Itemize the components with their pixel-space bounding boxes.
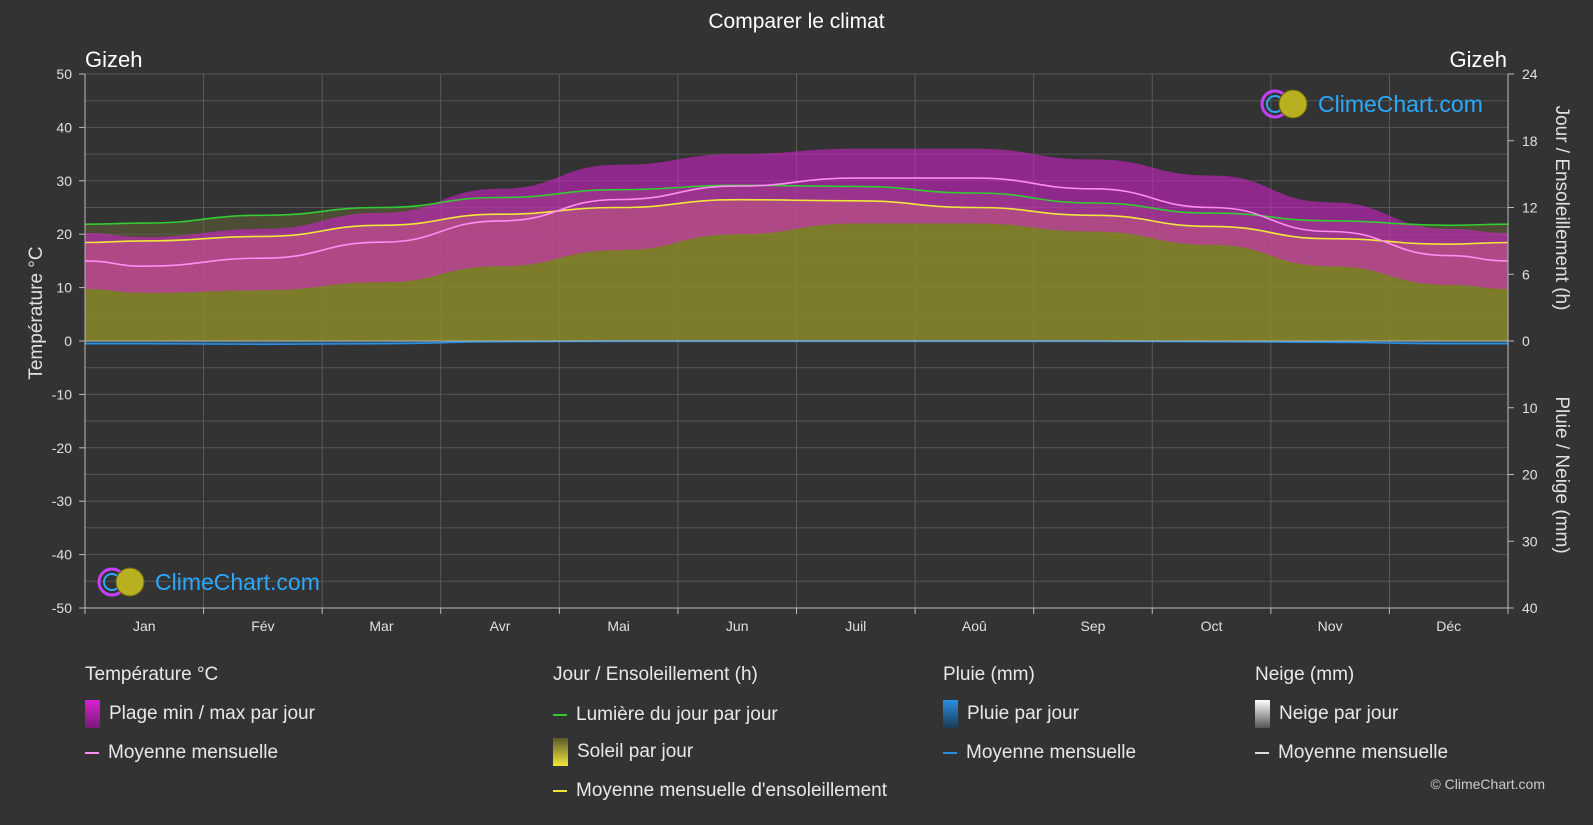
legend-sun-heading: Jour / Ensoleillement (h) [553,664,758,685]
legend-sun-day-label: Soleil par jour [577,741,694,762]
right-bottom-tick-label: 20 [1522,467,1538,483]
legend-snow-heading: Neige (mm) [1255,664,1355,685]
snow-swatch [1255,700,1270,728]
logo-icon [97,567,145,597]
legend-temp-mean: Moyenne mensuelle [85,742,278,764]
left-tick-label: -50 [52,600,72,616]
month-label: Nov [1318,618,1343,634]
month-label: Mar [369,618,393,634]
right-bottom-tick-label: 40 [1522,600,1538,616]
temp-range-swatch [85,700,100,728]
month-label: Jan [133,618,156,634]
rain-swatch [943,700,958,728]
right-top-tick-label: 0 [1522,333,1530,349]
logo-icon [1260,89,1308,119]
rain-bar [85,341,204,344]
legend-rain-day-label: Pluie par jour [967,703,1079,724]
left-tick-label: 20 [56,226,72,242]
month-label: Juil [845,618,866,634]
data-layers [85,148,1508,345]
month-label: Avr [490,618,511,634]
month-label: Oct [1201,618,1223,634]
right-bottom-tick-label: 10 [1522,400,1538,416]
right-top-tick-label: 12 [1522,200,1538,216]
left-tick-label: 30 [56,173,72,189]
month-label: Sep [1080,618,1105,634]
legend-rain-mean-label: Moyenne mensuelle [966,742,1137,763]
temp-range-band [85,148,1508,293]
location-right: Gizeh [1449,47,1507,72]
legend-temp-mean-label: Moyenne mensuelle [108,742,279,763]
daylight-line [85,184,1508,227]
snow-mean-swatch [1255,752,1269,754]
legend-sun-mean-label: Moyenne mensuelle d'ensoleillement [576,780,887,801]
left-tick-label: -30 [52,493,72,509]
legend-sun-day: Soleil par jour [553,738,693,766]
legend-temp-heading: Température °C [85,664,219,685]
rain-mean-swatch [943,752,957,754]
rain-bar [203,341,323,345]
right-bottom-tick-label: 30 [1522,533,1538,549]
logo-text: ClimeChart.com [1318,90,1483,117]
legend-temp-range: Plage min / max par jour [85,700,315,728]
left-tick-label: 0 [64,333,72,349]
month-label: Fév [251,618,274,634]
legend-snow-day: Neige par jour [1255,700,1398,728]
legend-rain-day: Pluie par jour [943,700,1079,728]
sunshine-mean-line [85,198,1508,246]
logo-top: ClimeChart.com [1258,87,1483,121]
data-lines [85,177,1508,346]
left-tick-label: 50 [56,66,72,82]
left-tick-label: -10 [52,386,72,402]
left-axis-title: Température °C [26,246,47,380]
right-top-tick-label: 24 [1522,66,1538,82]
right-top-axis-title: Jour / Ensoleillement (h) [1551,105,1572,311]
sunshine-swatch [553,738,568,766]
logo-bottom: ClimeChart.com [95,565,320,599]
legend-sun-mean: Moyenne mensuelle d'ensoleillement [553,780,887,802]
month-label: Mai [607,618,630,634]
legend-snow-day-label: Neige par jour [1279,703,1399,724]
legend-rain-mean: Moyenne mensuelle [943,742,1136,764]
left-tick-label: -20 [52,440,72,456]
left-tick-label: 10 [56,280,72,296]
right-bottom-axis-title: Pluie / Neige (mm) [1551,396,1572,554]
left-tick-label: -40 [52,547,72,563]
month-label: Aoû [962,618,987,634]
axis-ticks: 50 40 30 20 10 0 -10 -20 -30 -40 -50 24 18 12 6 0 10 20 30… [52,66,1538,634]
sun-mean-swatch [553,790,567,792]
month-label: Déc [1436,618,1461,634]
rain-bar [1389,341,1508,344]
legend-snow-mean-label: Moyenne mensuelle [1278,742,1449,763]
legend-temp-range-label: Plage min / max par jour [109,703,315,724]
rain-bar [322,341,441,344]
location-left: Gizeh [85,47,143,72]
legend-daylight: Lumière du jour par jour [553,704,778,726]
legend-daylight-label: Lumière du jour par jour [576,704,778,725]
temp-mean-swatch [85,752,99,754]
chart-title: Comparer le climat [708,10,885,33]
right-top-tick-label: 18 [1522,133,1538,149]
temp-mean-line [85,177,1508,268]
daylight-swatch [553,714,567,716]
month-label: Jun [726,618,749,634]
logo-text: ClimeChart.com [155,568,320,595]
right-top-tick-label: 6 [1522,266,1530,282]
copyright: © ClimeChart.com [1430,776,1545,792]
legend-snow-mean: Moyenne mensuelle [1255,742,1448,764]
legend-rain-heading: Pluie (mm) [943,664,1035,685]
left-tick-label: 40 [56,119,72,135]
